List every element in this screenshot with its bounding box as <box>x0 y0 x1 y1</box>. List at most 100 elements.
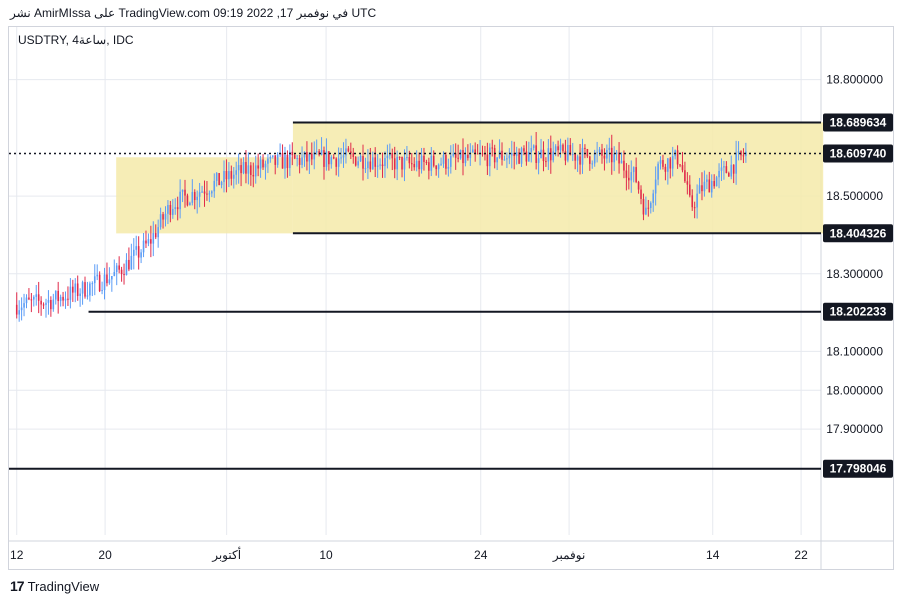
candle-body <box>432 155 435 166</box>
candle-body <box>681 165 684 171</box>
candle-body <box>532 145 535 148</box>
candle-body <box>93 276 96 284</box>
candle-body <box>576 156 579 161</box>
candle-body <box>72 286 74 293</box>
candle-body <box>298 158 301 165</box>
candle-body <box>245 162 247 174</box>
candle-body <box>501 150 503 160</box>
candle-body <box>584 147 586 149</box>
candle-body <box>159 214 162 228</box>
candle-body <box>601 149 603 156</box>
candle-body <box>437 164 440 170</box>
candle-body <box>518 152 520 164</box>
candle-body <box>557 146 559 151</box>
candle-body <box>615 152 618 154</box>
candle-body <box>652 193 655 203</box>
chart-frame[interactable]: 18.689634 18.609740 18.404326 18.202233 17.7… <box>8 26 894 570</box>
candle-body <box>540 149 542 159</box>
candle-body <box>728 172 730 177</box>
price-tag-label: 17.798046 <box>830 462 887 476</box>
candle-body <box>688 184 691 196</box>
price-tag-label: 18.609740 <box>830 146 887 160</box>
candle-body <box>613 153 615 163</box>
candle-body <box>206 193 208 195</box>
candle-body <box>464 154 467 164</box>
candle-body <box>115 265 118 272</box>
y-tick-label: 18.500000 <box>826 189 883 203</box>
candle-body <box>164 213 167 220</box>
candle-body <box>179 191 181 210</box>
candle-body <box>474 149 476 154</box>
candle-body <box>47 300 50 303</box>
candle-body <box>545 161 547 163</box>
candle-body <box>103 274 106 291</box>
x-tick-label: 12 <box>10 548 24 562</box>
candle-body <box>181 189 184 192</box>
candle-body <box>91 283 94 285</box>
candle-body <box>618 152 620 164</box>
candle-body <box>503 159 506 161</box>
candle-body <box>598 149 601 153</box>
candle-body <box>442 155 445 164</box>
candle-body <box>276 154 279 165</box>
candle-body <box>457 157 459 159</box>
candle-body <box>201 191 203 193</box>
candle-body <box>172 208 174 215</box>
candle-body <box>332 157 335 159</box>
candle-body <box>452 153 455 156</box>
candle-body <box>523 148 525 152</box>
candle-body <box>359 156 362 162</box>
candle-body <box>513 153 516 157</box>
candle-body <box>428 162 430 171</box>
candle-body <box>630 172 633 181</box>
candle-body <box>169 204 172 215</box>
x-tick-label: 10 <box>319 548 333 562</box>
candle-body <box>228 171 230 180</box>
candle-body <box>610 147 613 163</box>
candle-body <box>347 148 350 152</box>
candle-body <box>137 246 140 258</box>
candle-body <box>57 290 59 302</box>
candle-body <box>696 193 698 208</box>
candle-body <box>425 161 428 163</box>
candle-body <box>676 150 679 165</box>
candle-body <box>718 170 720 178</box>
y-tick-label: 18.800000 <box>826 73 883 87</box>
candle-body <box>369 161 372 170</box>
candle-body <box>703 181 706 192</box>
footer-brand: 17 TradingView <box>10 578 99 594</box>
candle-body <box>515 152 518 157</box>
candle-body <box>371 157 374 170</box>
candle-body <box>398 156 401 158</box>
candle-body <box>403 157 406 170</box>
chart-plot[interactable]: 18.689634 18.609740 18.404326 18.202233 17.7… <box>9 27 893 569</box>
candle-body <box>476 153 479 155</box>
brand-name: TradingView <box>27 578 100 594</box>
candle-body <box>237 165 240 171</box>
candle-body <box>174 207 177 209</box>
candle-body <box>267 158 269 164</box>
candle-body <box>306 151 308 162</box>
candle-body <box>271 155 274 157</box>
candle-body <box>715 177 718 187</box>
candle-body <box>374 157 377 167</box>
candle-body <box>606 150 608 159</box>
x-tick-label: 22 <box>794 548 808 562</box>
candle-body <box>230 171 233 179</box>
candle-body <box>293 155 296 159</box>
candle-body <box>635 167 637 182</box>
y-tick-label: 18.100000 <box>826 344 883 358</box>
candle-body <box>491 147 494 149</box>
candle-body <box>450 155 452 167</box>
candle-body <box>352 153 355 157</box>
candle-body <box>430 155 433 171</box>
candle-body <box>25 297 28 304</box>
candle-body <box>440 163 442 165</box>
candle-body <box>559 144 562 151</box>
price-tag-bg <box>823 144 893 163</box>
candle-body <box>562 144 564 152</box>
candle-body <box>289 151 291 169</box>
candle-body <box>33 296 35 300</box>
candle-body <box>118 265 120 270</box>
candle-body <box>323 150 325 167</box>
